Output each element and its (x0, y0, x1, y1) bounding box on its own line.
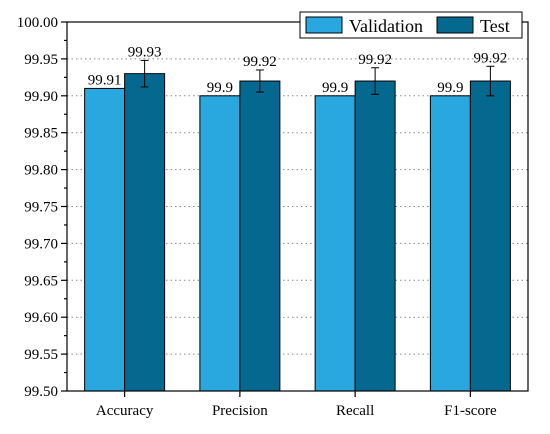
bar-test-f1-score (469, 80, 511, 392)
bar-validation-recall (314, 95, 356, 392)
y-tick-label: 99.65 (24, 273, 58, 289)
bar-validation-accuracy (84, 87, 126, 392)
y-tick-label: 99.70 (24, 236, 58, 252)
y-tick-label: 100.00 (17, 15, 58, 31)
label-layer: 99.50 99.55 99.60 99.65 99.70 99.75 99.80 99.85… (17, 15, 508, 419)
legend-label-test: Test (480, 16, 510, 36)
bar-test-accuracy (124, 73, 166, 392)
data-label: 99.9 (437, 80, 463, 96)
data-label: 99.93 (128, 44, 162, 60)
bar-layer (84, 59, 511, 392)
legend-swatch-test (436, 16, 474, 34)
x-tick-label: Precision (212, 403, 268, 419)
bar-validation-precision (199, 95, 241, 392)
bar-test-recall (354, 80, 396, 392)
x-tick-label: F1-score (444, 403, 497, 419)
y-tick-label: 99.50 (24, 384, 58, 400)
legend-label-validation: Validation (349, 16, 423, 36)
y-tick-label: 99.75 (24, 200, 58, 216)
y-tick-label: 99.85 (24, 126, 58, 142)
y-tick-label: 99.80 (24, 163, 58, 179)
y-tick-label: 99.90 (24, 89, 58, 105)
plot-frame (66, 21, 529, 392)
x-tick-label: Accuracy (96, 403, 154, 419)
legend: Validation Test (299, 11, 523, 39)
data-label: 99.92 (358, 52, 392, 68)
axis-layer (61, 21, 529, 397)
data-label: 99.9 (207, 80, 233, 96)
data-label: 99.92 (243, 54, 277, 70)
y-tick-label: 99.55 (24, 347, 58, 363)
data-label: 99.92 (474, 50, 508, 66)
bar-validation-f1-score (429, 95, 471, 392)
x-tick-label: Recall (336, 403, 374, 419)
data-label: 99.9 (322, 80, 348, 96)
y-tick-label: 99.95 (24, 52, 58, 68)
data-label: 99.91 (88, 72, 122, 88)
bar-test-precision (239, 80, 281, 392)
legend-swatch-validation (305, 16, 343, 34)
y-tick-label: 99.60 (24, 310, 58, 326)
